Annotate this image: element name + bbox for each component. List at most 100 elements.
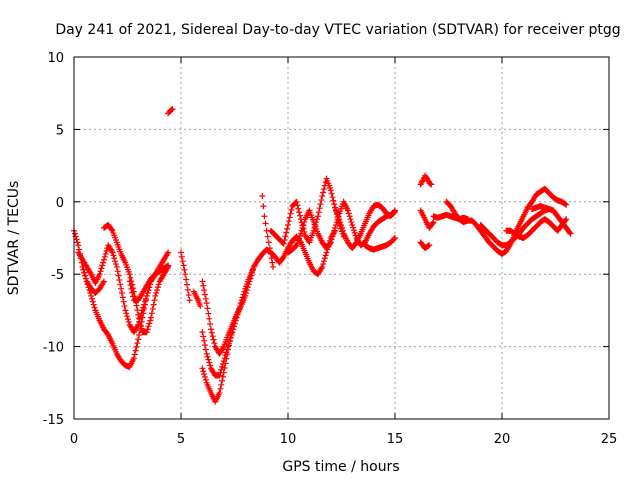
data-point (246, 278, 253, 285)
data-point (293, 198, 300, 205)
data-point (250, 263, 257, 270)
data-point (298, 227, 305, 234)
data-point (336, 216, 343, 223)
data-point (203, 350, 210, 357)
data-point (225, 342, 232, 349)
grid-lines (74, 57, 609, 419)
data-point (112, 261, 119, 268)
data-point (345, 210, 352, 217)
y-tick-labels: -15 -10 -5 0 5 10 (43, 51, 64, 428)
y-tick-label: -10 (43, 341, 64, 356)
data-point (319, 263, 326, 270)
data-point (292, 243, 299, 250)
data-point (155, 281, 162, 288)
data-point (134, 307, 141, 314)
data-point (127, 274, 134, 281)
data-point (80, 266, 87, 273)
data-point (266, 245, 273, 252)
data-point (91, 304, 98, 311)
y-axis-label: SDTVAR / TECUs (6, 181, 22, 296)
data-point (126, 278, 133, 285)
data-point (114, 268, 121, 275)
data-point (288, 206, 295, 213)
data-point (207, 326, 214, 333)
data-point (316, 205, 323, 212)
data-point (151, 297, 158, 304)
data-point (300, 221, 307, 228)
data-point (320, 258, 327, 265)
data-point (135, 336, 142, 343)
data-point (204, 353, 211, 360)
data-point (89, 298, 96, 305)
data-point (301, 219, 308, 226)
data-point (124, 313, 131, 320)
data-point (286, 214, 293, 221)
data-point (264, 233, 271, 240)
data-point (143, 329, 150, 336)
data-point (138, 325, 145, 332)
data-point (280, 240, 287, 247)
data-point (221, 365, 228, 372)
data-point (112, 258, 119, 265)
data-point (121, 303, 128, 310)
data-point (200, 333, 207, 340)
data-point (242, 292, 249, 299)
data-point (326, 240, 333, 247)
y-tick-label: -5 (51, 268, 64, 283)
data-point (245, 281, 252, 288)
y-tick-label: -15 (43, 413, 64, 428)
data-point (142, 295, 149, 302)
data-point (168, 106, 175, 113)
data-point (295, 205, 302, 212)
data-point (220, 369, 227, 376)
data-point (154, 287, 161, 294)
data-point (464, 216, 471, 223)
data-point (103, 248, 110, 255)
data-point (332, 221, 339, 228)
data-point (124, 316, 131, 323)
data-point (147, 317, 154, 324)
data-point (123, 310, 130, 317)
data-point (329, 194, 336, 201)
data-point (320, 186, 327, 193)
data-points (71, 106, 574, 405)
data-point (392, 207, 398, 214)
data-point (327, 187, 334, 194)
data-point (330, 197, 337, 204)
data-point (201, 291, 208, 298)
data-point (338, 224, 345, 231)
data-point (294, 202, 301, 209)
data-point (111, 255, 118, 262)
data-point (131, 351, 138, 358)
data-point (331, 227, 338, 234)
data-point (248, 272, 255, 279)
data-point (75, 242, 82, 249)
data-point (222, 360, 229, 367)
data-point (128, 285, 135, 292)
x-tick-label: 25 (601, 432, 618, 447)
data-point (392, 235, 398, 241)
data-point (206, 359, 213, 366)
data-point (391, 235, 398, 242)
data-point (183, 281, 190, 288)
data-point (145, 323, 152, 330)
data-point (321, 255, 328, 262)
data-point (200, 368, 207, 375)
data-point (427, 180, 434, 187)
data-point (211, 340, 218, 347)
data-point (153, 290, 160, 297)
axis-ticks (73, 56, 610, 420)
data-point (184, 286, 191, 293)
data-point (178, 253, 185, 260)
data-point (136, 315, 143, 322)
data-point (165, 262, 172, 269)
data-point (133, 343, 140, 350)
data-point (283, 229, 290, 236)
data-point (97, 268, 104, 275)
data-point (546, 206, 553, 213)
data-point (391, 208, 398, 215)
data-point (100, 259, 107, 266)
data-point (137, 322, 144, 329)
data-point (119, 294, 126, 301)
